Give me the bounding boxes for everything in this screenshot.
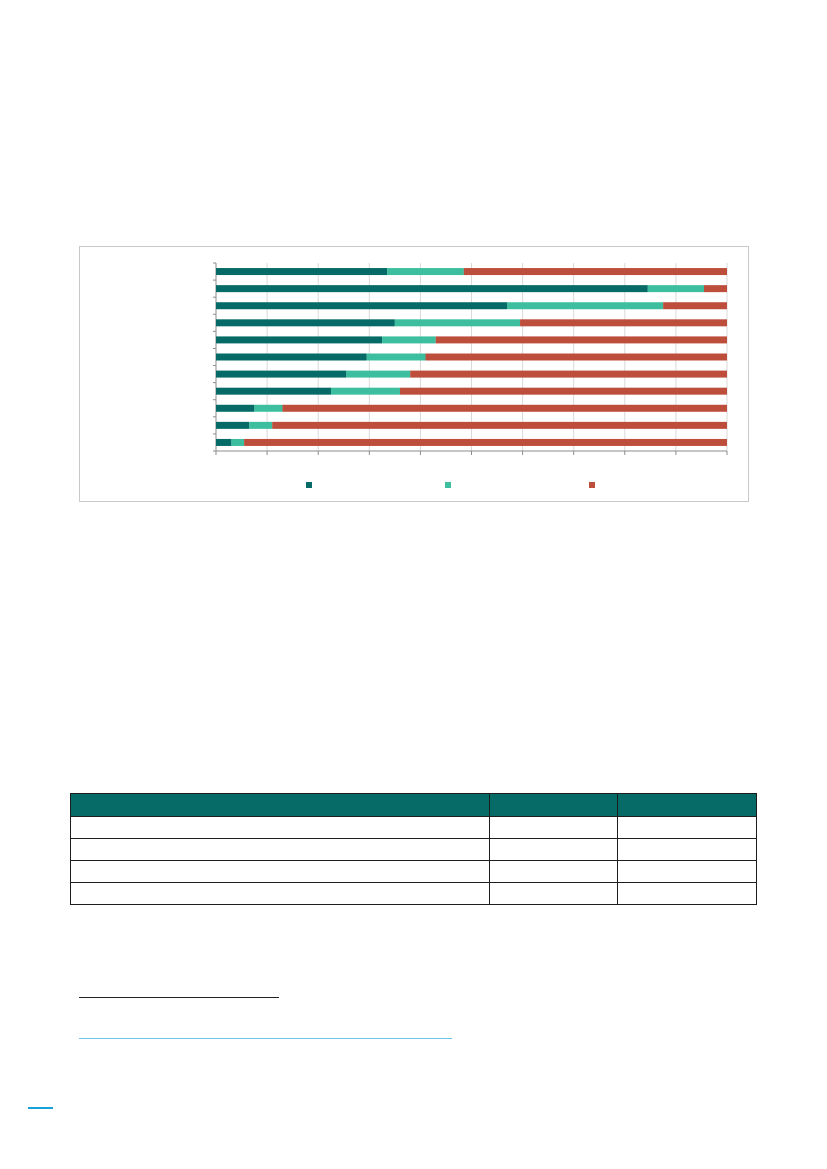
bar-segment-series1	[216, 302, 508, 310]
table-row	[70, 882, 757, 905]
bar-segment-series1	[216, 268, 388, 276]
bar-segment-series3	[704, 285, 727, 293]
table-header-cell	[70, 793, 490, 817]
bar-segment-series2	[507, 302, 664, 310]
bar-segment-series3	[520, 319, 727, 327]
table-cell	[489, 860, 618, 883]
bar-segment-series2	[387, 268, 464, 276]
bar-segment-series2	[346, 370, 411, 378]
bar-segment-series3	[425, 353, 727, 361]
stacked-bar-chart	[213, 262, 728, 488]
bar-segment-series3	[410, 370, 727, 378]
bar-segment-series3	[272, 421, 727, 429]
bar-segment-series2	[366, 353, 426, 361]
table-cell	[489, 882, 618, 905]
bar-segment-series3	[435, 336, 727, 344]
table-cell	[70, 816, 490, 839]
table-row	[70, 838, 757, 861]
bar-segment-series1	[216, 404, 255, 412]
page-number-marker	[28, 1107, 53, 1109]
footnote-separator	[79, 997, 279, 998]
bar-segment-series2	[330, 387, 400, 395]
bar-segment-series1	[216, 336, 383, 344]
bar-segment-series1	[216, 319, 395, 327]
table-cell	[489, 838, 618, 861]
bar-segment-series1	[216, 421, 250, 429]
chart-panel	[79, 246, 749, 502]
table-cell	[617, 882, 757, 905]
table-cell	[70, 860, 490, 883]
bar-segment-series2	[382, 336, 436, 344]
bar-segment-series3	[663, 302, 727, 310]
bar-segment-series2	[254, 404, 283, 412]
table-cell	[489, 816, 618, 839]
bar-segment-series2	[394, 319, 521, 327]
table-row	[70, 860, 757, 883]
table-cell	[617, 816, 757, 839]
bar-segment-series1	[216, 438, 232, 446]
bar-segment-series1	[216, 353, 367, 361]
bar-segment-series2	[647, 285, 705, 293]
bar-segment-series3	[399, 387, 727, 395]
bar-segment-series1	[216, 285, 648, 293]
table-header-row	[70, 793, 757, 817]
bar-segment-series1	[216, 370, 347, 378]
bar-segment-series3	[463, 268, 727, 276]
bar-segment-series2	[249, 421, 273, 429]
data-table	[70, 793, 757, 905]
legend-swatch	[445, 482, 451, 488]
table-cell	[70, 838, 490, 861]
bar-segment-series3	[244, 438, 728, 446]
table-cell	[617, 860, 757, 883]
legend-swatch	[306, 482, 312, 488]
table-cell	[617, 838, 757, 861]
bar-segment-series2	[231, 438, 245, 446]
bar-segment-series3	[282, 404, 727, 412]
table-cell	[70, 882, 490, 905]
table-header-cell	[617, 793, 757, 817]
bar-segment-series1	[216, 387, 331, 395]
legend-swatch	[589, 482, 595, 488]
table-header-cell	[489, 793, 618, 817]
table-row	[70, 816, 757, 839]
footnote-link[interactable]	[79, 1038, 452, 1039]
